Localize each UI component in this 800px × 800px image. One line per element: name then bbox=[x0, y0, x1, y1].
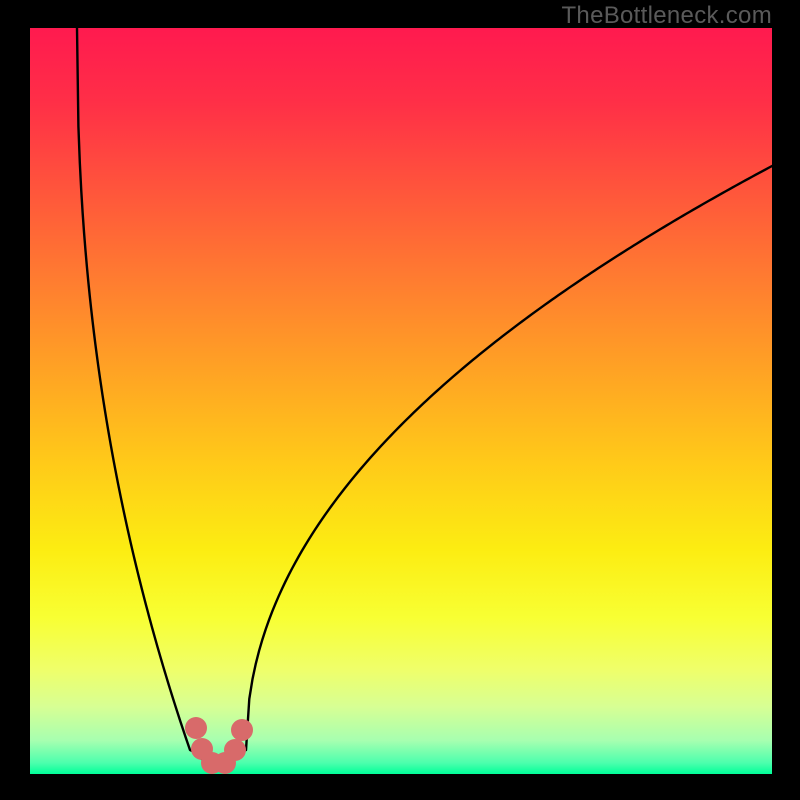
marker-point bbox=[224, 739, 246, 761]
curve-layer bbox=[30, 28, 772, 774]
plot-area bbox=[30, 28, 772, 774]
marker-point bbox=[185, 717, 207, 739]
watermark-text: TheBottleneck.com bbox=[561, 2, 772, 30]
marker-point bbox=[231, 719, 253, 741]
bottleneck-curve bbox=[77, 28, 772, 767]
